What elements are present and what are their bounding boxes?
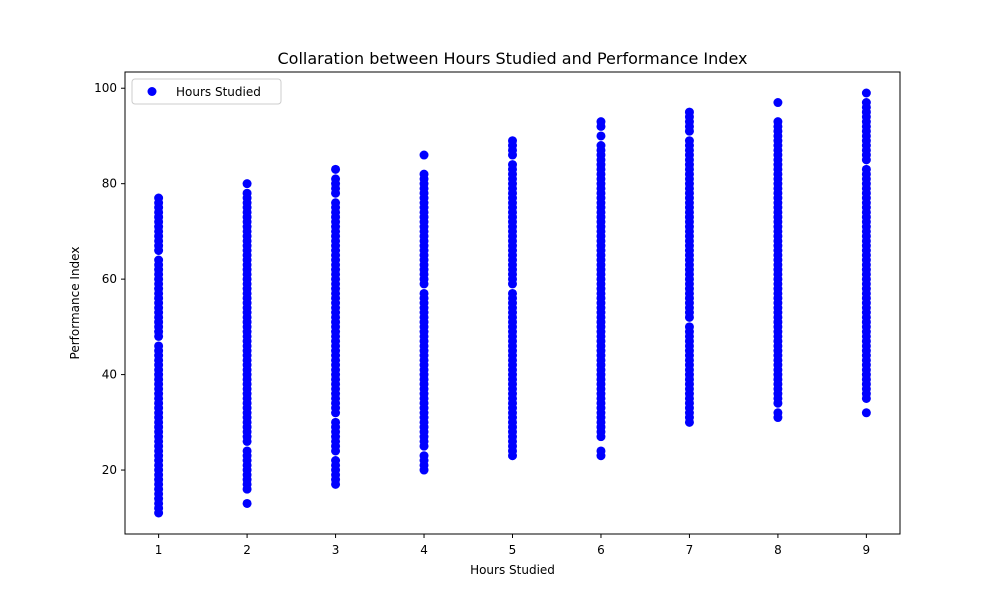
x-tick-label: 3	[332, 543, 340, 557]
x-tick-label: 9	[863, 543, 871, 557]
data-point	[331, 417, 341, 427]
data-point	[684, 322, 694, 332]
y-tick-label: 60	[102, 272, 117, 286]
data-point	[419, 150, 429, 160]
data-point	[242, 498, 252, 508]
data-point	[419, 451, 429, 461]
legend: Hours Studied	[131, 78, 282, 105]
data-point	[331, 456, 341, 465]
x-tick-label: 7	[686, 543, 694, 557]
data-point	[508, 160, 517, 170]
chart-title: Collaration between Hours Studied and Pe…	[278, 49, 748, 68]
data-point	[331, 174, 341, 184]
data-point	[331, 198, 341, 208]
x-axis: 1 2 3 4 5 6 7 8 9	[155, 534, 870, 557]
x-tick-label: 5	[509, 543, 517, 557]
y-tick-label: 20	[102, 463, 117, 477]
data-point	[596, 131, 606, 141]
data-point	[861, 164, 871, 174]
data-point	[684, 107, 694, 117]
x-tick-label: 8	[774, 543, 782, 557]
data-point	[684, 136, 694, 146]
x-axis-label: Hours Studied	[470, 563, 555, 577]
data-point	[596, 117, 606, 127]
scatter-points	[154, 88, 871, 518]
data-point	[861, 408, 871, 418]
data-point	[242, 179, 252, 189]
x-tick-label: 4	[420, 543, 428, 557]
data-point	[242, 188, 252, 198]
y-axis-label: Performance Index	[68, 247, 82, 360]
x-tick-label: 6	[597, 543, 605, 557]
data-point	[861, 88, 871, 98]
data-point	[419, 169, 429, 179]
x-tick-label: 2	[243, 543, 251, 557]
data-point	[508, 136, 517, 146]
data-point	[154, 193, 164, 203]
data-point	[773, 98, 783, 108]
data-point	[331, 164, 341, 174]
data-point	[242, 446, 252, 456]
data-point	[508, 288, 517, 298]
y-axis: 20 40 60 80 100	[94, 81, 125, 477]
data-point	[773, 408, 783, 418]
legend-marker	[147, 87, 157, 96]
x-tick-label: 1	[155, 543, 163, 557]
data-point	[596, 141, 606, 150]
data-point	[419, 288, 429, 298]
legend-box	[131, 78, 282, 105]
data-point	[861, 98, 871, 108]
y-tick-label: 40	[102, 368, 117, 382]
data-point	[596, 446, 606, 456]
data-point	[154, 255, 164, 265]
legend-label: Hours Studied	[176, 85, 261, 99]
y-tick-label: 80	[102, 177, 117, 191]
y-tick-label: 100	[94, 81, 117, 95]
data-point	[773, 117, 783, 127]
data-point	[154, 341, 164, 351]
